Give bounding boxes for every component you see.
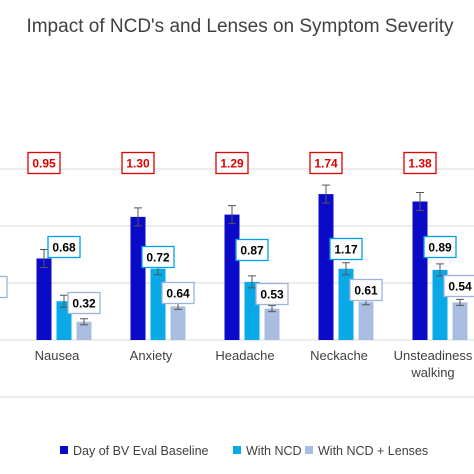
bars bbox=[36, 184, 468, 340]
reduction-label-box bbox=[121, 151, 155, 175]
bar bbox=[170, 306, 186, 340]
ncd-label: 1.17 bbox=[334, 243, 358, 257]
lens-label: 0.53 bbox=[260, 288, 284, 302]
legend-swatch bbox=[60, 446, 68, 454]
bar bbox=[150, 268, 166, 340]
lens-label-box bbox=[349, 278, 383, 302]
lens-label-box bbox=[0, 275, 8, 299]
legend: Day of BV Eval Baseline With NCD With NCD … bbox=[60, 444, 428, 458]
lens-label: 0.61 bbox=[354, 284, 378, 298]
bar bbox=[318, 194, 334, 340]
legend-swatch bbox=[233, 446, 241, 454]
lens-label-box bbox=[67, 291, 101, 315]
category-label: Nausea bbox=[35, 348, 81, 363]
ncd-label-box bbox=[423, 235, 457, 259]
legend-label: With NCD + Lenses bbox=[318, 444, 428, 458]
legend-swatch bbox=[305, 446, 313, 454]
legend-label: Day of BV Eval Baseline bbox=[73, 444, 209, 458]
bar bbox=[412, 201, 428, 340]
category-labels: Nausea Anxiety Headache Neckache Unsteadines… bbox=[35, 348, 473, 380]
reduction-label-box bbox=[215, 151, 249, 175]
ncd-label-box bbox=[47, 235, 81, 259]
category-label: Unsteadiness bbox=[394, 348, 473, 363]
bar bbox=[130, 216, 146, 340]
bar bbox=[76, 321, 92, 340]
reduction-label: 1.74 bbox=[314, 157, 338, 171]
bar bbox=[358, 301, 374, 340]
ncd-label: 0.68 bbox=[52, 241, 76, 255]
reduction-label-box bbox=[309, 151, 343, 175]
bar bbox=[224, 214, 240, 340]
ncd-label: 0.89 bbox=[428, 241, 452, 255]
reduction-label: 1.30 bbox=[126, 157, 150, 171]
reduction-label: 1.29 bbox=[220, 157, 244, 171]
category-label: Neckache bbox=[310, 348, 368, 363]
chart-title: Impact of NCD's and Lenses on Symptom Se… bbox=[26, 16, 454, 37]
lens-label: 0.54 bbox=[448, 280, 472, 294]
lens-label: 0.32 bbox=[72, 297, 96, 311]
ncd-label: 0.72 bbox=[146, 251, 170, 265]
category-label: walking bbox=[410, 365, 454, 380]
reduction-label: 1.38 bbox=[408, 157, 432, 171]
lens-label: 0.64 bbox=[166, 287, 190, 301]
bar bbox=[264, 308, 280, 340]
lens-label-box bbox=[255, 282, 289, 306]
lens-label-box bbox=[161, 281, 195, 305]
bar bbox=[36, 258, 52, 340]
category-label: Headache bbox=[215, 348, 274, 363]
reduction-label-box bbox=[27, 151, 61, 175]
bar bbox=[452, 302, 468, 340]
category-label: Anxiety bbox=[130, 348, 173, 363]
reduction-label-box bbox=[403, 151, 437, 175]
ncd-label-box bbox=[235, 238, 269, 262]
ncd-label-box bbox=[141, 245, 175, 269]
legend-label: With NCD bbox=[246, 444, 302, 458]
ncd-label: 0.87 bbox=[240, 244, 264, 258]
reduction-label: 0.95 bbox=[32, 157, 56, 171]
ncd-label-box bbox=[329, 237, 363, 261]
data-labels: 0.95 1.30 1.29 1.74 1.38 0.68 0.72 0.87 1.17 0.89… bbox=[0, 151, 474, 315]
lens-label-box bbox=[443, 274, 474, 298]
